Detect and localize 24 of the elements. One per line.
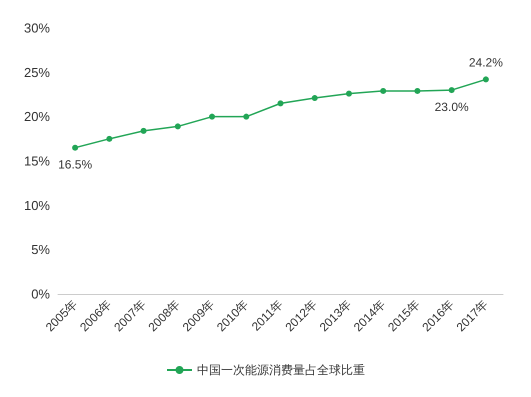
data-label: 16.5% [58,158,92,172]
point [72,144,78,151]
point [209,114,216,120]
point [482,76,489,82]
y-tick-label: 0% [31,286,50,302]
y-tick-label: 30% [24,20,50,36]
legend-label: 中国一次能源消费量占全球比重 [197,363,365,377]
data-label: 24.2% [468,55,504,70]
point [106,136,112,142]
y-tick-label: 20% [24,109,50,124]
point [380,88,386,94]
point [414,88,420,94]
point [448,87,455,94]
data-label: 23.0% [434,100,469,114]
y-tick-label: 25% [24,64,50,80]
point [243,114,250,120]
y-tick-label: 5% [31,242,50,258]
point [312,95,318,102]
point [140,128,147,134]
point [346,90,352,97]
y-tick-label: 10% [24,198,50,213]
point [174,123,181,130]
y-tick-label: 15% [24,154,50,168]
point [278,100,284,106]
